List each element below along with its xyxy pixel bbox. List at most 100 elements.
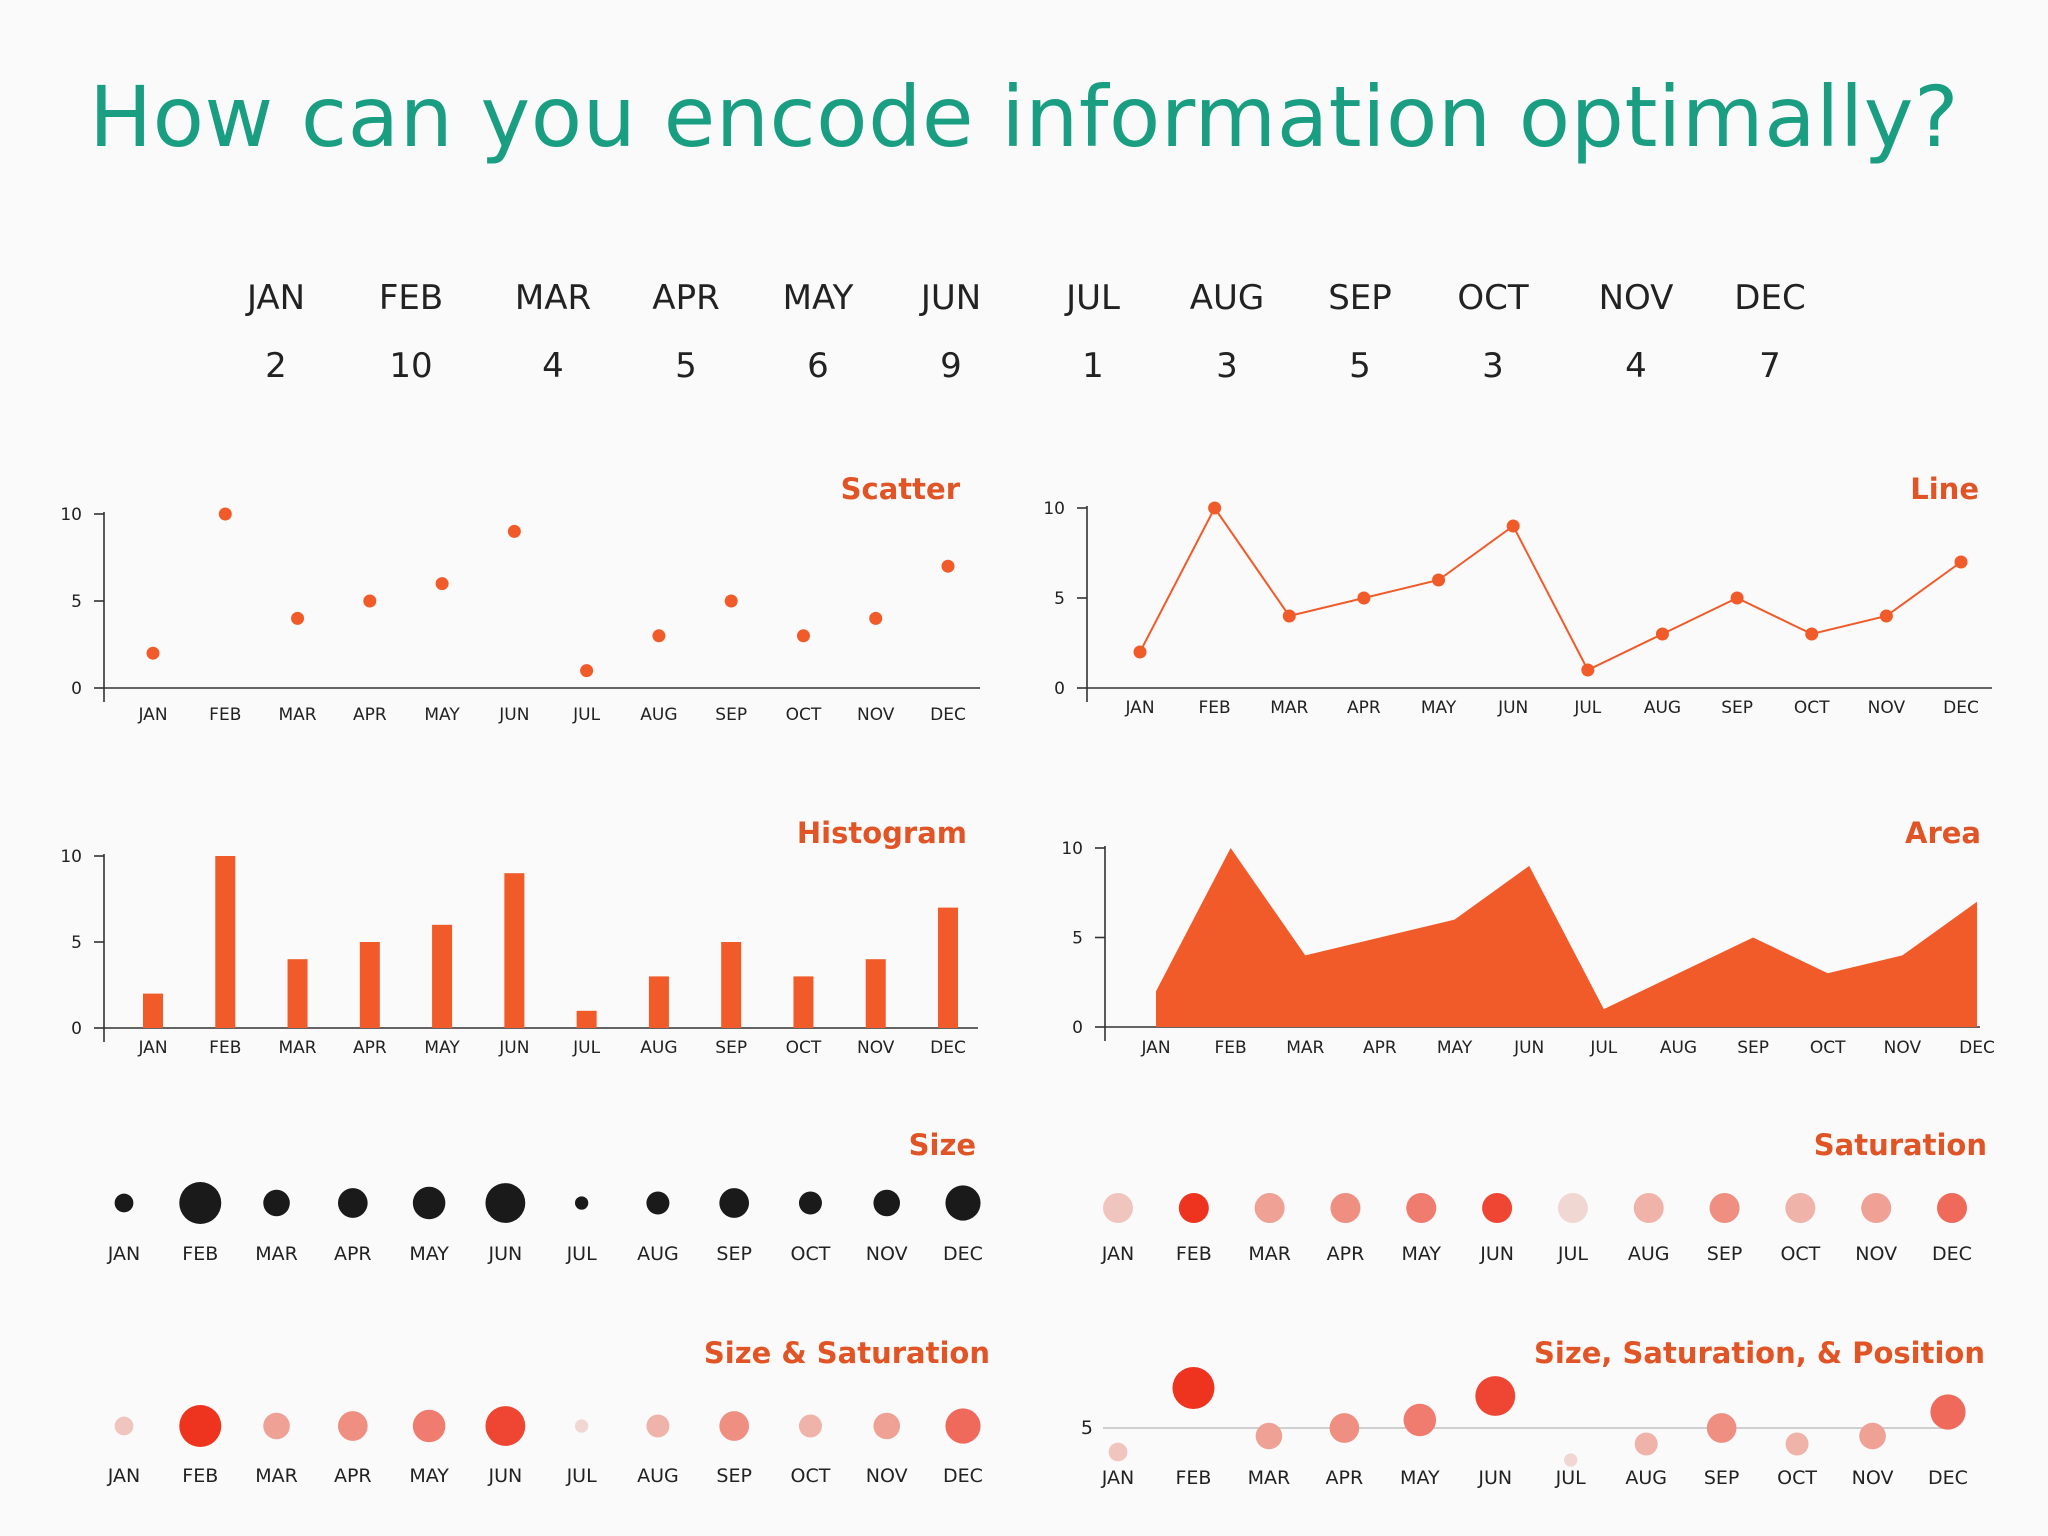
data-point [1133, 645, 1147, 659]
table-value: 10 [389, 346, 433, 386]
x-tick-label: DEC [1932, 1243, 1972, 1265]
data-point [1937, 1193, 1967, 1223]
y-tick-label: 5 [1054, 589, 1065, 609]
data-point [291, 611, 305, 625]
scatter-chart: JAN FEB MAR APR MAY JUN JUL AUG SEP OCT NOV DEC 0 5 10… [40, 470, 1020, 760]
bar [938, 907, 958, 1028]
x-tick-label: JUL [1589, 1038, 1617, 1058]
table-value: 3 [1482, 346, 1504, 386]
bar [721, 942, 742, 1028]
x-tick-label: OCT [791, 1465, 831, 1487]
data-point [1634, 1432, 1658, 1456]
bar [359, 942, 380, 1028]
chart-svg: JAN FEB MAR APR MAY JUN JUL AUG SEP OCT NOV DEC 0 5 10 [1043, 499, 1992, 718]
x-tick-label: DEC [1943, 698, 1979, 718]
data-point [1954, 555, 1968, 569]
x-tick-label: FEB [209, 1038, 241, 1058]
data-point [796, 629, 810, 643]
page-title: How can you encode information optimally… [88, 68, 1960, 166]
y-tick-label: 0 [1054, 679, 1065, 699]
x-tick-label: NOV [1855, 1243, 1897, 1265]
data-point [179, 1405, 222, 1447]
table-month: MAY [782, 278, 854, 318]
x-tick-label: APR [1347, 698, 1381, 718]
y-tick-label: 10 [60, 505, 82, 525]
table-value: 9 [940, 346, 962, 386]
data-point [1859, 1422, 1886, 1450]
x-tick-label: AUG [637, 1243, 679, 1265]
data-point [337, 1411, 368, 1441]
table-month: MAR [514, 278, 592, 318]
data-point [1208, 501, 1222, 515]
data-point [412, 1409, 446, 1443]
data-point [719, 1411, 750, 1441]
x-tick-label: AUG [1660, 1038, 1697, 1058]
x-tick-label: MAY [424, 1038, 460, 1058]
x-tick-label: MAY [409, 1243, 449, 1265]
x-tick-label: MAY [1400, 1467, 1440, 1489]
x-tick-label: MAY [1437, 1038, 1473, 1058]
x-tick-label: OCT [791, 1243, 831, 1265]
area-fill [1156, 848, 1977, 1027]
data-point [1103, 1193, 1133, 1223]
table-value: 3 [1216, 346, 1238, 386]
data-point [507, 524, 521, 538]
x-tick-label: NOV [1852, 1467, 1894, 1489]
x-tick-label: NOV [857, 705, 895, 725]
x-tick-label: JUL [1573, 698, 1601, 718]
x-tick-label: APR [334, 1465, 372, 1487]
x-tick-label: JAN [1101, 1467, 1134, 1489]
data-point [1805, 627, 1819, 641]
bar [504, 873, 525, 1028]
x-tick-label: MAR [278, 705, 316, 725]
bar [576, 1010, 597, 1028]
data-point [873, 1412, 901, 1440]
data-point [1581, 663, 1595, 677]
data-point [646, 1414, 670, 1438]
x-tick-label: SEP [1707, 1243, 1743, 1265]
bar [865, 959, 886, 1028]
x-tick-label: OCT [1780, 1243, 1820, 1265]
x-tick-label: JAN [1101, 1243, 1134, 1265]
x-tick-label: NOV [857, 1038, 895, 1058]
data-point [114, 1416, 134, 1436]
size-chart: JAN FEB MAR APR MAY JUN JUL AUG SEP OCT NOV DEC Size [40, 1125, 1020, 1295]
data-point [1879, 609, 1893, 623]
x-tick-label: FEB [182, 1465, 218, 1487]
table-month: APR [652, 278, 720, 318]
x-tick-label: OCT [786, 1038, 822, 1058]
bar [793, 976, 814, 1028]
x-tick-label: APR [334, 1243, 372, 1265]
data-point [869, 611, 883, 625]
histogram-chart: JAN FEB MAR APR MAY JUN JUL AUG SEP OCT NOV DEC 0 5 10… [40, 815, 1020, 1085]
x-tick-label: APR [353, 705, 387, 725]
x-tick-label: MAY [1421, 698, 1457, 718]
table-month: FEB [378, 278, 444, 318]
table-month: JUL [1066, 278, 1120, 318]
x-tick-label: APR [1326, 1467, 1364, 1489]
x-tick-label: JUN [498, 705, 529, 725]
data-point [337, 1188, 368, 1218]
x-tick-label: OCT [1794, 698, 1830, 718]
x-tick-label: SEP [716, 1465, 752, 1487]
y-tick-label: 5 [1081, 1417, 1093, 1439]
data-point [945, 1408, 981, 1444]
data-point [1633, 1193, 1664, 1223]
table-month: AUG [1189, 278, 1265, 318]
table-value: 4 [1625, 346, 1647, 386]
chart-svg: JAN FEB MAR APR MAY JUN JUL AUG SEP OCT NOV DEC [107, 1182, 983, 1265]
x-tick-label: APR [1327, 1243, 1365, 1265]
y-tick-label: 0 [71, 1019, 82, 1039]
data-point [485, 1183, 526, 1223]
x-tick-label: DEC [943, 1243, 983, 1265]
x-tick-label: JAN [107, 1243, 140, 1265]
chart-svg: JAN FEB MAR APR MAY JUN JUL AUG SEP OCT NOV DEC 0 5 10 [60, 505, 980, 725]
x-tick-label: AUG [637, 1465, 679, 1487]
table-value: 2 [265, 346, 287, 386]
data-point [1706, 1413, 1737, 1443]
x-tick-label: DEC [943, 1465, 983, 1487]
data-point [1475, 1376, 1516, 1416]
x-tick-label: OCT [1810, 1038, 1846, 1058]
bar [432, 924, 453, 1028]
size-saturation-position-chart: JAN FEB MAR APR MAY JUN JUL AUG SEP OCT NOV DEC 5 Siz… [1020, 1335, 2020, 1520]
